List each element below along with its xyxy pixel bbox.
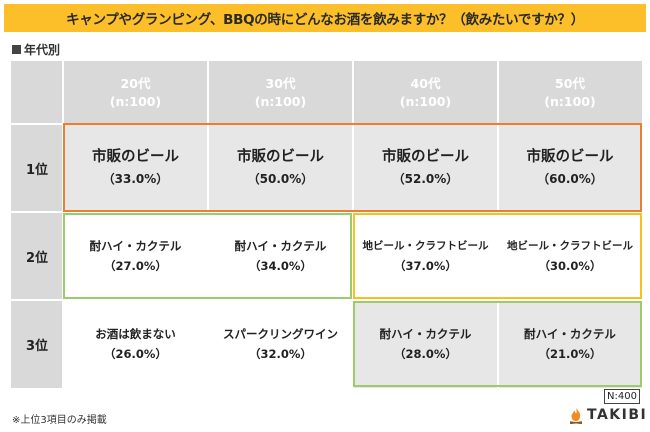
section-label: 年代別: [12, 41, 60, 58]
drink-name: お酒は飲まない: [95, 327, 176, 341]
drink-pct: （52.0%）: [392, 172, 459, 186]
col-n: (n:100): [544, 93, 596, 109]
grid-hline: [11, 211, 642, 213]
grid-hline: [11, 299, 642, 301]
drink-name: スパークリングワイン: [223, 327, 338, 341]
header-corner: [11, 61, 63, 124]
drink-pct: （32.0%）: [249, 347, 312, 361]
drink-name: 市販のビール: [92, 149, 179, 165]
rank-2-label: 2位: [11, 212, 63, 300]
drink-pct: （21.0%）: [538, 347, 602, 361]
drink-name: 市販のビール: [526, 149, 614, 165]
drink-pct: （50.0%）: [247, 172, 314, 186]
header-col-30s: 30代 (n:100): [208, 61, 353, 124]
grid-vline: [352, 61, 354, 388]
takibi-logo: TAKIBI: [568, 406, 647, 424]
row1-cell-40s: 市販のビール （52.0%）: [353, 124, 498, 212]
grid-vline: [207, 61, 209, 388]
col-label: 50代: [555, 75, 585, 91]
drink-name: 市販のビール: [382, 149, 469, 165]
grid-vline: [497, 61, 499, 388]
col-n: (n:100): [109, 93, 162, 109]
row3-cell-30s: スパークリングワイン （32.0%）: [208, 300, 353, 388]
drink-name: 地ビール・クラフトビール: [507, 240, 633, 252]
row2-cell-30s: 酎ハイ・カクテル （34.0%）: [208, 212, 353, 300]
drink-pct: （27.0%）: [104, 259, 167, 273]
chart-title: キャンプやグランピング、BBQの時にどんなお酒を飲みますか？（飲みたいですか？）: [4, 4, 646, 32]
col-label: 30代: [265, 75, 296, 91]
header-col-20s: 20代 (n:100): [63, 61, 208, 124]
grid-hline: [11, 123, 642, 125]
header-col-50s: 50代 (n:100): [498, 61, 642, 124]
drink-pct: （37.0%）: [394, 259, 457, 273]
drink-name: 市販のビール: [237, 149, 324, 165]
col-n: (n:100): [399, 93, 452, 109]
drink-name: 酎ハイ・カクテル: [234, 239, 327, 253]
drink-name: 酎ハイ・カクテル: [379, 327, 472, 341]
footnote: ※上位3項目のみ掲載: [12, 415, 107, 426]
rank-3-label: 3位: [11, 300, 63, 388]
grid-vline: [62, 61, 64, 388]
drink-pct: （28.0%）: [394, 347, 457, 361]
row2-cell-50s: 地ビール・クラフトビール （30.0%）: [498, 212, 642, 300]
drink-pct: （33.0%）: [102, 172, 169, 186]
drink-name: 地ビール・クラフトビール: [362, 240, 489, 252]
row3-cell-50s: 酎ハイ・カクテル （21.0%）: [498, 300, 642, 388]
row2-cell-20s: 酎ハイ・カクテル （27.0%）: [63, 212, 208, 300]
col-label: 20代: [120, 75, 151, 91]
brand-name: TAKIBI: [587, 407, 648, 423]
drink-pct: （34.0%）: [249, 259, 312, 273]
row3-cell-40s: 酎ハイ・カクテル （28.0%）: [353, 300, 498, 388]
rank-1-label: 1位: [11, 124, 63, 212]
header-col-40s: 40代 (n:100): [353, 61, 498, 124]
square-bullet-icon: [12, 45, 21, 54]
row2-cell-40s: 地ビール・クラフトビール （37.0%）: [353, 212, 498, 300]
ranking-table: 20代 (n:100) 30代 (n:100) 40代 (n:100) 50代 …: [11, 61, 642, 388]
sample-size-badge: N:400: [604, 389, 640, 404]
row3-cell-20s: お酒は飲まない （26.0%）: [63, 300, 208, 388]
col-n: (n:100): [254, 93, 307, 109]
flame-icon: [569, 407, 583, 424]
drink-name: 酎ハイ・カクテル: [524, 327, 616, 341]
drink-name: 酎ハイ・カクテル: [89, 239, 182, 253]
row1-cell-50s: 市販のビール （60.0%）: [498, 124, 642, 212]
row1-cell-30s: 市販のビール （50.0%）: [208, 124, 353, 212]
drink-pct: （30.0%）: [538, 259, 602, 273]
col-label: 40代: [410, 75, 441, 91]
row1-cell-20s: 市販のビール （33.0%）: [63, 124, 208, 212]
drink-pct: （60.0%）: [537, 172, 603, 186]
drink-pct: （26.0%）: [104, 347, 167, 361]
section-label-text: 年代別: [24, 43, 61, 57]
